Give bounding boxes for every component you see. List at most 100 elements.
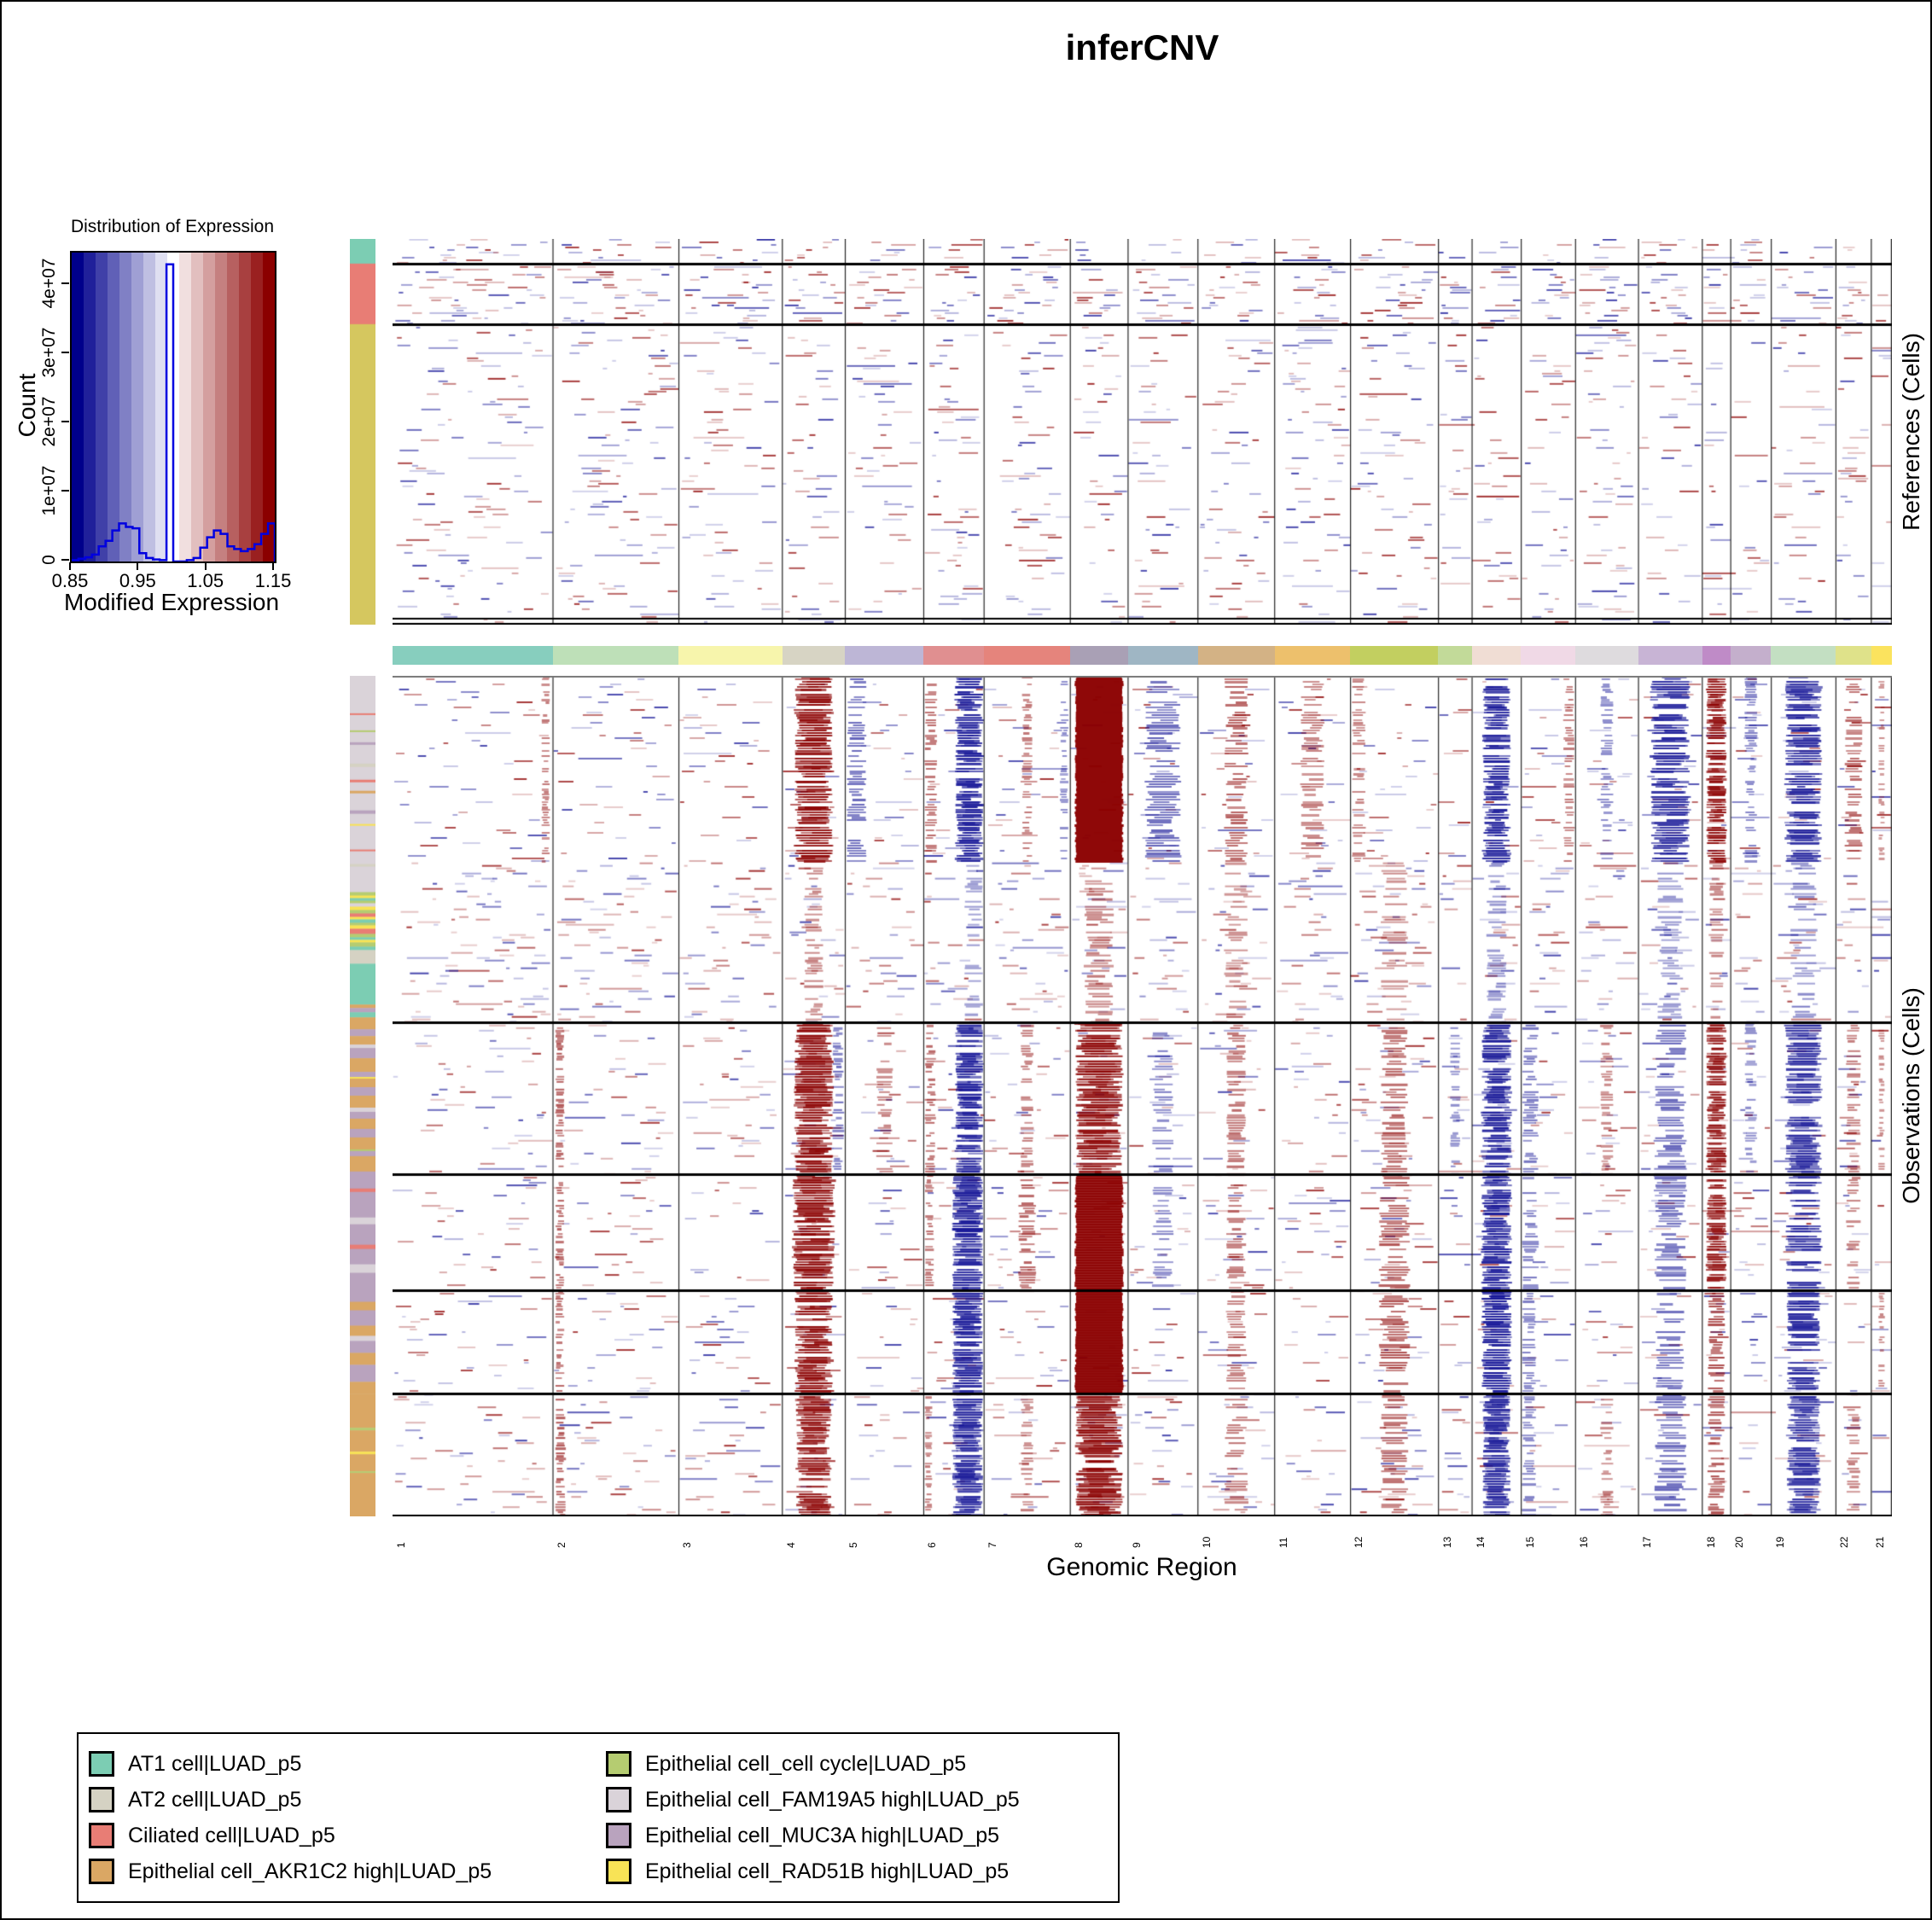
chromosome-tick-label: 17: [1640, 1536, 1653, 1548]
chromosome-tick-label: 1: [395, 1542, 407, 1548]
genomic-region-axis-label: Genomic Region: [1046, 1553, 1237, 1581]
legend-item: AT2 cell|LUAD_p5: [89, 1782, 606, 1818]
chromosome-bar-segment: [678, 646, 783, 665]
chromosome-tick-label: 15: [1523, 1536, 1536, 1548]
x-tick-label: 0.95: [119, 570, 156, 591]
gradient-step: [179, 253, 191, 561]
chromosome-tick-label: 3: [681, 1542, 694, 1548]
legend-item: Epithelial cell_FAM19A5 high|LUAD_p5: [606, 1782, 1101, 1818]
references-cells-label: References (Cells): [1898, 333, 1924, 531]
chromosome-bar-segment: [1350, 646, 1439, 665]
chromosome-bar-segment: [1575, 646, 1638, 665]
legend-item: Ciliated cell|LUAD_p5: [89, 1818, 606, 1853]
x-tick-mark: [69, 562, 71, 570]
chromosome-tick-label: 9: [1130, 1542, 1143, 1548]
gradient-step: [108, 253, 119, 561]
y-tick-label: 4e+07: [39, 258, 59, 309]
gradient-step: [227, 253, 239, 561]
gradient-step: [119, 253, 131, 561]
legend-item-label: Epithelial cell_FAM19A5 high|LUAD_p5: [645, 1787, 1020, 1812]
chromosome-bar-segment: [1471, 646, 1522, 665]
gradient-step: [263, 253, 275, 561]
chromosome-tick-label: 2: [555, 1542, 567, 1548]
y-tick-mark: [61, 282, 69, 284]
x-tick-label: 1.05: [187, 570, 224, 591]
gradient-step: [203, 253, 215, 561]
chromosome-tick-label: 10: [1200, 1536, 1213, 1548]
x-tick-mark: [137, 562, 139, 570]
chromosome-tick-label: 18: [1704, 1536, 1717, 1548]
chromosome-color-bar: [393, 646, 1892, 665]
gradient-step: [96, 253, 108, 561]
legend-column-1: AT1 cell|LUAD_p5 AT2 cell|LUAD_p5 Ciliated…: [89, 1746, 606, 1889]
chromosome-tick-label: 6: [926, 1542, 939, 1548]
chromosome-bar-segment: [1127, 646, 1198, 665]
legend-item-label: AT2 cell|LUAD_p5: [128, 1787, 302, 1812]
chromosome-tick-label: 4: [784, 1542, 797, 1548]
chromosome-tick-label: 21: [1873, 1536, 1886, 1548]
y-tick-mark: [61, 421, 69, 422]
chromosome-tick-label: 19: [1773, 1536, 1786, 1548]
chromosome-tick-label: 11: [1277, 1537, 1289, 1548]
legend-swatch-icon: [89, 1787, 114, 1812]
y-tick-mark: [61, 352, 69, 353]
chromosome-tick-label: 8: [1073, 1542, 1085, 1548]
legend-item-label: Epithelial cell_RAD51B high|LUAD_p5: [645, 1859, 1010, 1883]
legend-swatch-icon: [606, 1823, 631, 1848]
chromosome-tick-label: 20: [1733, 1536, 1746, 1548]
legend-item: AT1 cell|LUAD_p5: [89, 1746, 606, 1782]
legend-item-label: Epithelial cell_AKR1C2 high|LUAD_p5: [128, 1859, 492, 1883]
histogram-line: [72, 263, 275, 561]
chromosome-bar-segment: [923, 646, 985, 665]
legend-item-label: AT1 cell|LUAD_p5: [128, 1751, 302, 1776]
chromosome-bar-segment: [1836, 646, 1871, 665]
chromosome-tick-label: 12: [1353, 1536, 1365, 1548]
legend-item-label: Epithelial cell_cell cycle|LUAD_p5: [645, 1751, 967, 1776]
x-tick-label: 0.85: [51, 570, 89, 591]
modified-expression-axis-label: Modified Expression: [63, 589, 280, 615]
chromosome-bar-segment: [1521, 646, 1576, 665]
y-tick-label: 1e+07: [39, 465, 59, 516]
legend-swatch-icon: [89, 1823, 114, 1848]
y-tick-label: 2e+07: [39, 396, 59, 447]
chromosome-bar-segment: [1274, 646, 1351, 665]
gradient-step: [131, 253, 143, 561]
legend-swatch-icon: [606, 1751, 631, 1777]
chromosome-bar-segment: [393, 646, 553, 665]
expression-legend-title: Distribution of Expression: [70, 217, 275, 236]
expression-distribution-panel: [70, 251, 276, 563]
legend-swatch-icon: [89, 1751, 114, 1777]
references-annotation-bar: [350, 239, 375, 625]
chromosome-tick-label: 7: [986, 1542, 999, 1548]
x-tick-mark: [272, 562, 274, 570]
chromosome-bar-segment: [1771, 646, 1836, 665]
legend-item-label: Ciliated cell|LUAD_p5: [128, 1823, 335, 1847]
y-tick-mark: [61, 559, 69, 561]
observations-annotation-bar: [350, 676, 375, 1516]
y-tick-mark: [61, 490, 69, 492]
chromosome-bar-segment: [782, 646, 846, 665]
expression-histogram: [72, 263, 275, 561]
gradient-step: [239, 253, 251, 561]
chromosome-bar-segment: [1438, 646, 1472, 665]
chromosome-tick-label: 14: [1474, 1536, 1487, 1548]
legend-item: Epithelial cell_AKR1C2 high|LUAD_p5: [89, 1853, 606, 1889]
legend-item: Epithelial cell_MUC3A high|LUAD_p5: [606, 1818, 1101, 1853]
chromosome-bar-segment: [1871, 646, 1892, 665]
chromosome-bar-segment: [1638, 646, 1702, 665]
chromosome-tick-label: 5: [847, 1542, 860, 1548]
chromosome-bar-segment: [1070, 646, 1128, 665]
chromosome-tick-label: 13: [1440, 1536, 1453, 1548]
legend-item: Epithelial cell_RAD51B high|LUAD_p5: [606, 1853, 1101, 1889]
legend-swatch-icon: [606, 1787, 631, 1812]
legend-swatch-icon: [606, 1859, 631, 1884]
gradient-step: [155, 253, 167, 561]
x-tick-mark: [204, 562, 207, 570]
gradient-step: [143, 253, 155, 561]
chromosome-bar-segment: [1730, 646, 1772, 665]
chromosome-bar-segment: [1197, 646, 1275, 665]
cell-type-legend: AT1 cell|LUAD_p5 AT2 cell|LUAD_p5 Ciliated…: [77, 1732, 1120, 1903]
gradient-step: [84, 253, 96, 561]
gradient-step: [215, 253, 227, 561]
count-axis-label: Count: [14, 373, 40, 438]
